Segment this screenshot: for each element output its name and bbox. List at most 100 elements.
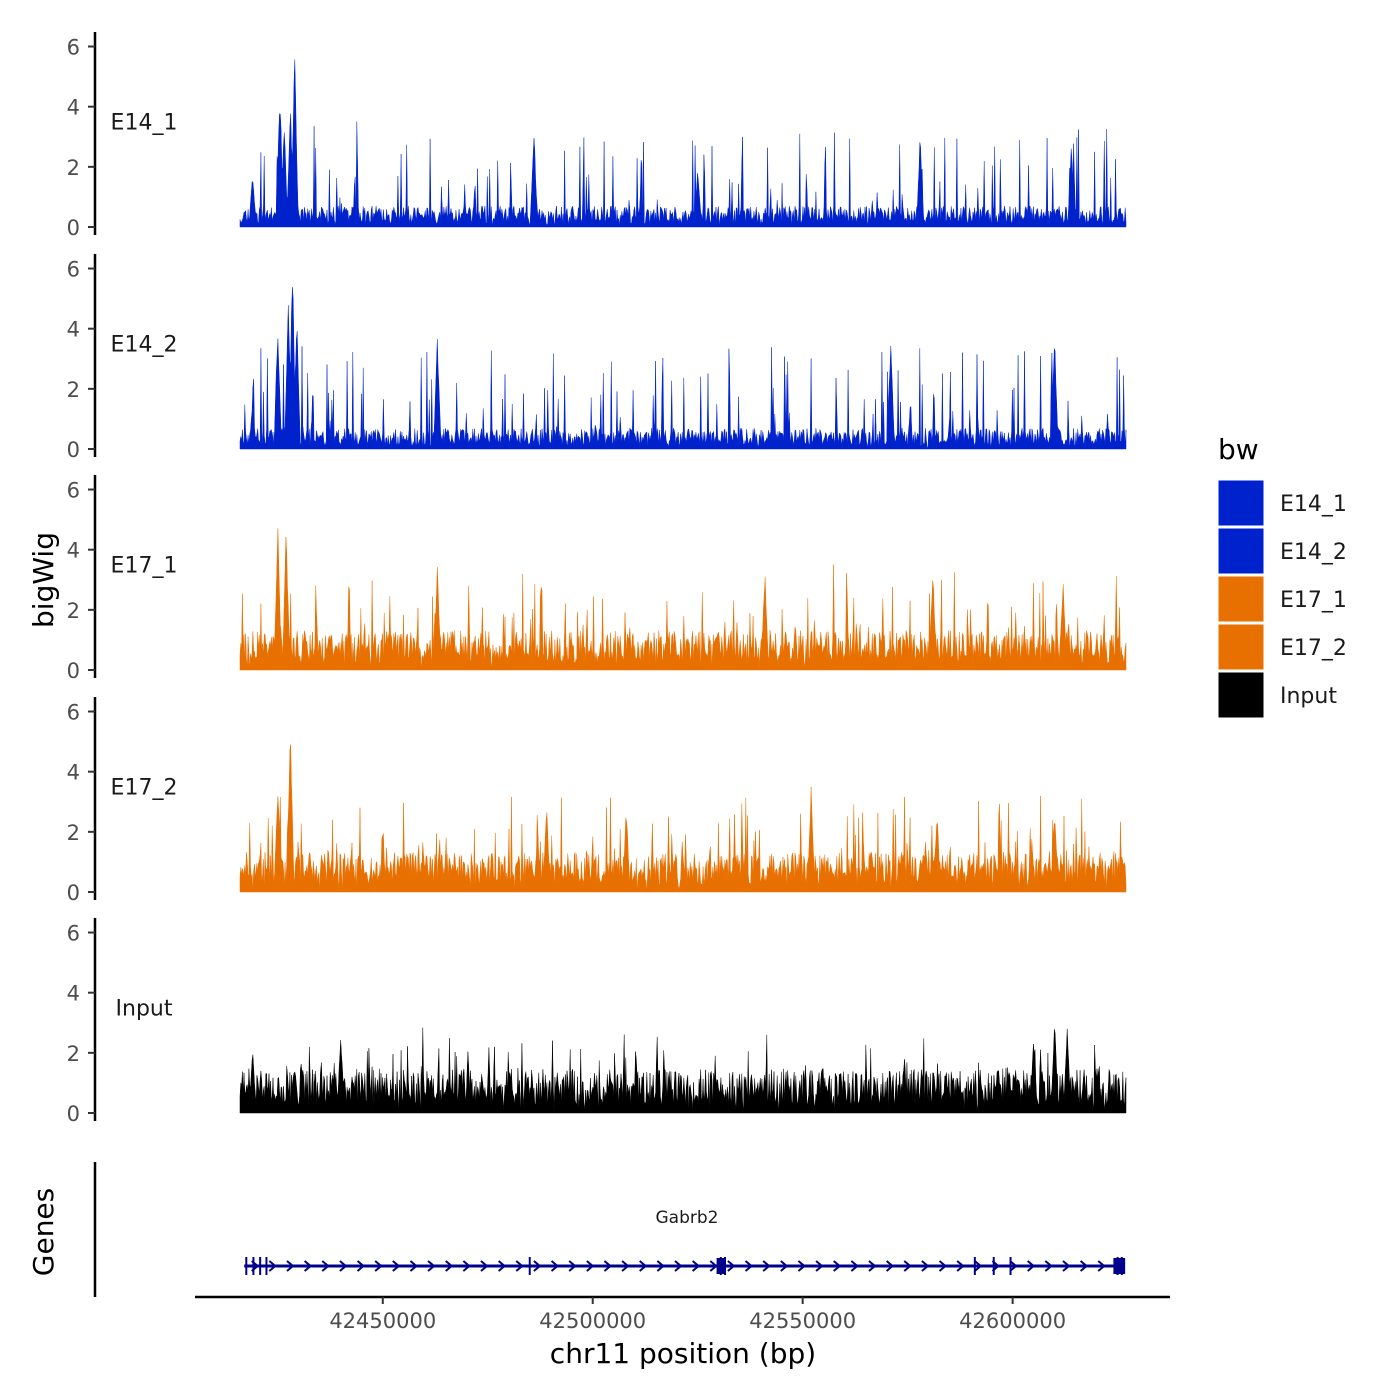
strand-arrow <box>639 1260 648 1272</box>
strand-arrow <box>603 1260 612 1272</box>
x-axis-title: chr11 position (bp) <box>550 1337 816 1370</box>
x-tick-label: 42600000 <box>959 1309 1066 1333</box>
legend-label: E14_2 <box>1280 540 1347 565</box>
y-tick-label: 6 <box>67 36 80 60</box>
strand-arrow <box>885 1260 895 1272</box>
legend-label: E17_1 <box>1280 588 1347 613</box>
x-tick-label: 42550000 <box>749 1309 856 1333</box>
track-e17-2: 0 2 4 6 E17_2 <box>67 697 1127 905</box>
strand-arrow <box>586 1260 595 1272</box>
strand-arrow <box>762 1260 771 1272</box>
gene-gabrb2: Gabrb2 <box>244 1208 1126 1275</box>
y-axis-title: bigWig <box>27 532 60 628</box>
strand-arrow <box>656 1260 665 1272</box>
legend-label: Input <box>1280 684 1337 709</box>
legend-entry: E17_1 <box>1217 575 1347 623</box>
strand-arrow <box>868 1260 877 1272</box>
x-tick-label: 42450000 <box>329 1309 436 1333</box>
strand-arrow <box>1079 1260 1089 1272</box>
legend-entry: E14_2 <box>1217 527 1347 575</box>
strand-arrow <box>497 1260 507 1272</box>
legend-swatch <box>1217 527 1265 575</box>
strand-arrow <box>550 1260 560 1272</box>
y-tick-label: 6 <box>67 701 80 725</box>
y-tick-label: 4 <box>67 96 80 120</box>
strand-arrow <box>356 1260 366 1272</box>
track-e14-1: 0 2 4 6 E14_1 <box>67 32 1127 240</box>
tracks-layer: 0 2 4 6 E14_1 0 2 4 6 E14_2 0 2 4 6 E17_1 0 2 4 6 E17_2 0 2 4 6… <box>67 32 1127 1126</box>
strand-arrow <box>374 1260 383 1272</box>
y-tick-label: 0 <box>67 1102 80 1126</box>
strand-arrow <box>744 1260 754 1272</box>
strand-arrow <box>480 1260 489 1272</box>
legend-swatch <box>1217 671 1265 719</box>
gene-label: Gabrb2 <box>656 1208 719 1228</box>
strand-arrow <box>938 1260 948 1272</box>
signal-area <box>239 287 1127 450</box>
y-tick-label: 2 <box>67 821 80 845</box>
track-label: E14_2 <box>111 333 178 358</box>
strand-arrow <box>727 1260 736 1272</box>
strand-arrow <box>1097 1260 1106 1272</box>
y-tick-label: 0 <box>67 881 80 905</box>
signal-area <box>239 1027 1127 1114</box>
signal-area <box>239 744 1127 893</box>
x-tick-label: 42500000 <box>539 1309 646 1333</box>
strand-arrow <box>268 1260 277 1272</box>
y-tick-label: 6 <box>67 479 80 503</box>
signal-area <box>239 59 1127 228</box>
exon-box <box>1113 1258 1126 1274</box>
y-tick-label: 2 <box>67 378 80 402</box>
legend-entry: Input <box>1217 671 1337 719</box>
strand-arrow <box>392 1260 401 1272</box>
strand-arrow <box>709 1260 718 1272</box>
y-tick-label: 0 <box>67 438 80 462</box>
strand-arrow <box>780 1260 789 1272</box>
strand-arrow <box>533 1260 542 1272</box>
legend: bw E14_1 E14_2 E17_1 E17_2 Input <box>1217 433 1347 719</box>
track-input: 0 2 4 6 Input <box>67 918 1127 1126</box>
strand-arrow <box>1027 1260 1036 1272</box>
y-tick-label: 0 <box>67 216 80 240</box>
strand-arrow <box>691 1260 701 1272</box>
y-tick-label: 2 <box>67 1042 80 1066</box>
strand-arrow <box>568 1260 577 1272</box>
legend-swatch <box>1217 623 1265 671</box>
track-e17-1: 0 2 4 6 E17_1 <box>67 475 1127 683</box>
strand-arrow <box>833 1260 842 1272</box>
strand-arrow <box>621 1260 630 1272</box>
strand-arrow <box>1062 1260 1071 1272</box>
legend-title: bw <box>1218 433 1259 466</box>
x-axis: 42450000 42500000 42550000 42600000 <box>195 1295 1170 1333</box>
strand-arrow <box>1044 1260 1053 1272</box>
strand-arrow <box>850 1260 859 1272</box>
legend-label: E17_2 <box>1280 636 1347 661</box>
y-tick-label: 6 <box>67 922 80 946</box>
y-tick-label: 2 <box>67 599 80 623</box>
strand-arrow <box>956 1260 965 1272</box>
gene-track: Gabrb2 <box>93 1162 1126 1297</box>
y-tick-label: 0 <box>67 659 80 683</box>
strand-arrow <box>409 1260 418 1272</box>
strand-arrow <box>515 1260 524 1272</box>
strand-arrow <box>321 1260 330 1272</box>
y-tick-label: 2 <box>67 156 80 180</box>
legend-entry: E17_2 <box>1217 623 1347 671</box>
strand-arrow <box>462 1260 471 1272</box>
strand-arrow <box>921 1260 930 1272</box>
signal-area <box>239 528 1127 671</box>
exon-box <box>716 1258 725 1274</box>
strand-arrow <box>674 1260 683 1272</box>
track-e14-2: 0 2 4 6 E14_2 <box>67 254 1127 462</box>
strand-arrow <box>339 1260 348 1272</box>
y-tick-label: 4 <box>67 539 80 563</box>
strand-arrow <box>903 1260 912 1272</box>
legend-swatch <box>1217 575 1265 623</box>
strand-arrow <box>427 1260 436 1272</box>
y-tick-label: 4 <box>67 318 80 342</box>
strand-arrow <box>797 1260 806 1272</box>
y-tick-label: 6 <box>67 258 80 282</box>
y-tick-label: 4 <box>67 982 80 1006</box>
legend-swatch <box>1217 479 1265 527</box>
